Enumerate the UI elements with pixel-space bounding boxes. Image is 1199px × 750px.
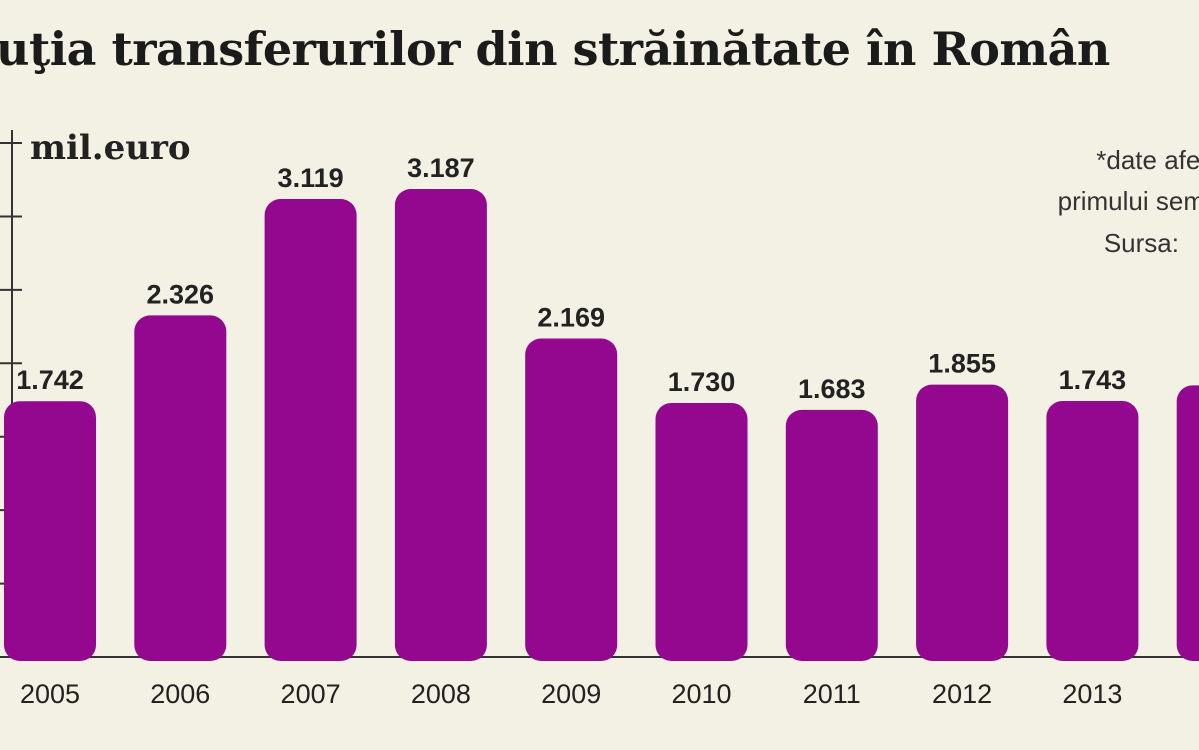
x-tick-label-2013: 2013 [1062,679,1122,709]
bar-2008 [394,189,487,661]
bar-2012 [916,384,1009,661]
bar-2011 [785,409,878,661]
x-tick-label-2005: 2005 [20,679,80,709]
x-tick-label-2011: 2011 [803,679,861,709]
bar-2013 [1046,401,1139,661]
bar-2007 [264,198,357,661]
value-label-2012: 1.855 [928,349,996,379]
x-tick-label-2010: 2010 [671,679,731,709]
x-tick-label-2008: 2008 [411,679,471,709]
value-label-2011: 1.683 [798,374,866,404]
bar-2009 [525,338,618,661]
footnote-line-2: primului sem [1057,186,1199,216]
x-tick-label-2009: 2009 [541,679,601,709]
value-label-2008: 3.187 [407,153,475,183]
value-label-2006: 2.326 [147,279,215,309]
value-label-2005: 1.742 [16,365,84,395]
source-note: Sursa: [1103,228,1179,258]
value-label-2009: 2.169 [537,302,605,332]
value-label-2013: 1.743 [1059,365,1127,395]
bar-2010 [655,402,748,661]
x-tick-label-2006: 2006 [150,679,210,709]
x-tick-label-2012: 2012 [932,679,992,709]
chart-title: uţia transferurilor din străinătate în R… [0,22,1110,76]
bar-2006 [134,315,227,661]
footnote-line-1: *date afer [1096,145,1199,175]
bar-2005 [4,401,96,661]
value-label-2010: 1.730 [668,367,736,397]
y-axis-unit: mil.euro [30,128,191,168]
value-label-2007: 3.119 [278,163,344,193]
bar-2014 [1176,385,1199,661]
x-tick-label-2007: 2007 [281,679,341,709]
